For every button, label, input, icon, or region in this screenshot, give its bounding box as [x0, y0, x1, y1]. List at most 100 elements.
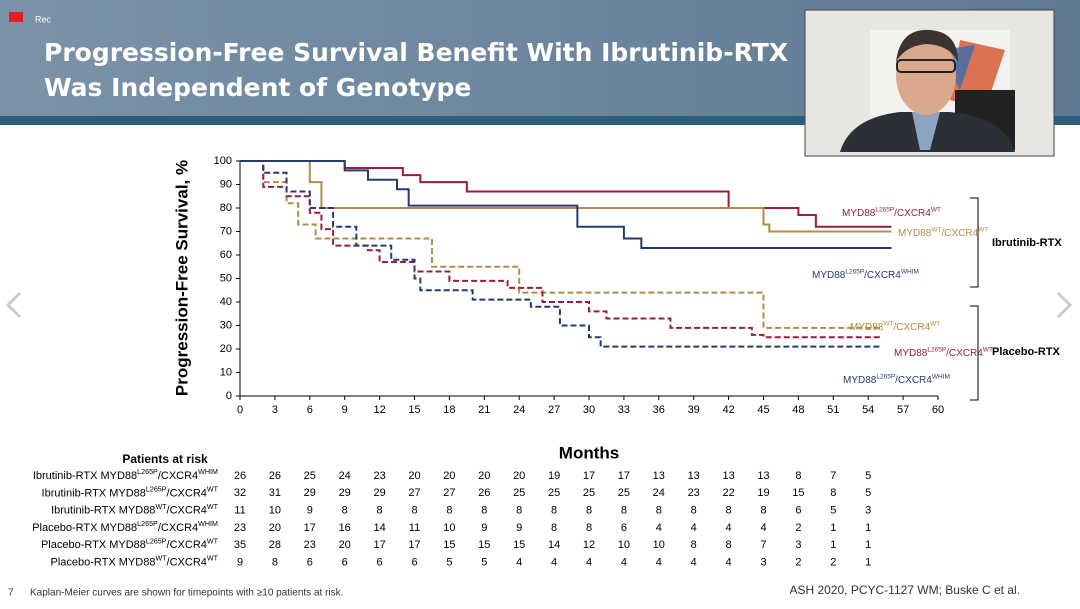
risk-count: 4	[516, 556, 522, 568]
text-part: /CXCR4	[167, 539, 207, 551]
x-tick-label: 18	[443, 404, 455, 416]
risk-count: 8	[551, 505, 557, 517]
risk-count: 9	[307, 505, 313, 517]
footnote: Kaplan-Meier curves are shown for timepo…	[30, 588, 343, 599]
text-part: WT	[207, 503, 219, 511]
risk-count: 26	[269, 470, 281, 482]
risk-count: 6	[342, 556, 348, 568]
risk-count: 35	[234, 539, 246, 551]
risk-count: 23	[234, 522, 246, 534]
risk-count: 1	[865, 522, 871, 534]
text-part: /CXCR4	[167, 505, 207, 517]
prev-arrow[interactable]	[5, 291, 22, 319]
text-part: L265P	[146, 485, 167, 493]
risk-count: 4	[656, 556, 662, 568]
text-part: Ibrutinib-RTX MYD88	[33, 470, 137, 482]
text-part: WT	[207, 485, 219, 493]
risk-count: 12	[583, 539, 595, 551]
x-tick-label: 45	[757, 404, 769, 416]
y-tick-label: 10	[220, 366, 232, 378]
title: Progression-Free Survival Benefit With I…	[44, 38, 788, 67]
risk-count: 29	[304, 487, 316, 499]
y-tick-label: 20	[220, 343, 232, 355]
risk-count: 10	[653, 539, 665, 551]
risk-count: 9	[237, 556, 243, 568]
risk-count: 7	[760, 539, 766, 551]
text-part: WHIM	[901, 268, 919, 275]
group-label: Placebo-RTX	[992, 346, 1061, 358]
risk-count: 25	[583, 487, 595, 499]
risk-count: 8	[481, 505, 487, 517]
risk-count: 8	[760, 505, 766, 517]
risk-row-label: Placebo-RTX MYD88L265P/CXCR4WT	[41, 537, 219, 551]
y-tick-label: 70	[220, 225, 232, 237]
risk-count: 8	[726, 505, 732, 517]
risk-count: 10	[269, 505, 281, 517]
risk-count: 11	[409, 522, 420, 534]
risk-count: 32	[234, 487, 246, 499]
risk-count: 5	[481, 556, 487, 568]
km-curve	[240, 160, 892, 233]
next-arrow[interactable]	[1056, 291, 1073, 319]
text-part: /CXCR4	[893, 322, 930, 333]
km-curve	[240, 160, 892, 249]
x-tick-label: 60	[932, 404, 944, 416]
text-part: MYD88	[812, 270, 846, 281]
risk-count: 8	[411, 505, 417, 517]
x-tick-label: 27	[548, 404, 560, 416]
risk-count: 9	[516, 522, 522, 534]
risk-count: 8	[830, 487, 836, 499]
risk-count: 3	[760, 556, 766, 568]
risk-count: 25	[513, 487, 525, 499]
risk-count: 8	[272, 556, 278, 568]
source: ASH 2020, PCYC-1127 WM; Buske C et al.	[789, 583, 1020, 597]
text-part: L265P	[137, 520, 158, 528]
risk-count: 14	[548, 539, 560, 551]
risk-count: 27	[408, 487, 420, 499]
text-part: L265P	[137, 468, 158, 476]
group-bracket	[970, 197, 979, 288]
risk-count: 8	[621, 505, 627, 517]
risk-count: 10	[618, 539, 630, 551]
curve-label: MYD88L265P/CXCR4WT	[894, 346, 993, 358]
x-tick-label: 0	[237, 404, 243, 416]
webcam	[804, 9, 1055, 157]
risk-count: 4	[656, 522, 662, 534]
risk-count: 15	[513, 539, 525, 551]
text-part: Placebo-RTX MYD88	[32, 522, 137, 534]
text-part: WHIM	[198, 520, 218, 528]
risk-count: 16	[339, 522, 351, 534]
curve-label: MYD88L265P/CXCR4WHIM	[812, 268, 919, 280]
risk-count: 15	[792, 487, 804, 499]
risk-count: 14	[373, 522, 385, 534]
risk-count: 7	[830, 470, 836, 482]
risk-count: 28	[269, 539, 281, 551]
risk-count: 8	[446, 505, 452, 517]
text-part: WT	[983, 346, 993, 353]
x-tick-label: 57	[897, 404, 909, 416]
x-tick-label: 42	[722, 404, 734, 416]
x-tick-label: 54	[862, 404, 874, 416]
risk-count: 23	[304, 539, 316, 551]
text-part: /CXCR4	[167, 556, 207, 568]
risk-count: 17	[618, 470, 630, 482]
text-part: WT	[155, 503, 167, 511]
title: Was Independent of Genotype	[44, 73, 471, 102]
group-bracket	[970, 305, 979, 401]
text-part: /CXCR4	[158, 470, 198, 482]
text-part: MYD88	[850, 322, 884, 333]
x-tick-label: 6	[307, 404, 313, 416]
risk-count: 25	[548, 487, 560, 499]
risk-count: 1	[865, 556, 871, 568]
y-tick-label: 0	[226, 390, 232, 402]
risk-count: 20	[443, 470, 455, 482]
text-part: MYD88	[842, 208, 876, 219]
risk-count: 19	[757, 487, 769, 499]
risk-count: 1	[830, 522, 836, 534]
text-part: WHIM	[932, 373, 950, 380]
risk-row-label: Ibrutinib-RTX MYD88L265P/CXCR4WT	[42, 485, 219, 499]
text-part: WT	[931, 226, 941, 233]
x-tick-label: 51	[827, 404, 839, 416]
y-tick-label: 60	[220, 249, 232, 261]
risk-count: 6	[795, 505, 801, 517]
